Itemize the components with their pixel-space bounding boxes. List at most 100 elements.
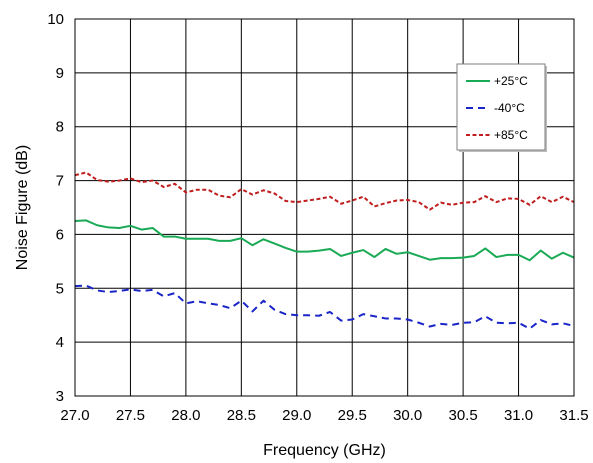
- data-point: [174, 292, 176, 294]
- y-tick-label: 9: [56, 65, 64, 82]
- plot-area-frame: [74, 18, 575, 397]
- series-2: [74, 171, 575, 211]
- data-point: [185, 191, 187, 193]
- data-point: [340, 320, 342, 322]
- data-point: [207, 302, 209, 304]
- data-point: [296, 201, 298, 203]
- data-point: [185, 238, 187, 240]
- data-point: [251, 244, 253, 246]
- data-point: [96, 289, 98, 291]
- data-point: [196, 189, 198, 191]
- data-point: [229, 196, 231, 198]
- data-point: [218, 304, 220, 306]
- data-point: [429, 259, 431, 261]
- data-point: [185, 302, 187, 304]
- data-point: [107, 181, 109, 183]
- data-point: [484, 247, 486, 249]
- data-point: [163, 236, 165, 238]
- data-point: [373, 256, 375, 258]
- data-point: [318, 198, 320, 200]
- data-point: [285, 200, 287, 202]
- data-point: [506, 197, 508, 199]
- data-point: [540, 195, 542, 197]
- data-point: [196, 238, 198, 240]
- data-point: [506, 254, 508, 256]
- data-point: [329, 196, 331, 198]
- series-1: [74, 284, 575, 330]
- data-point: [451, 204, 453, 206]
- data-point: [263, 300, 265, 302]
- x-tick-label: 27.0: [60, 407, 89, 424]
- data-point: [540, 250, 542, 252]
- data-point: [263, 238, 265, 240]
- data-point: [396, 317, 398, 319]
- x-tick-label: 27.5: [116, 407, 145, 424]
- data-point: [451, 324, 453, 326]
- data-point: [229, 240, 231, 242]
- y-tick-label: 3: [56, 388, 64, 405]
- data-point: [263, 189, 265, 191]
- data-point: [407, 251, 409, 253]
- data-point: [174, 236, 176, 238]
- data-point: [229, 307, 231, 309]
- data-point: [484, 195, 486, 197]
- data-point: [462, 322, 464, 324]
- data-point: [429, 209, 431, 211]
- data-point: [163, 186, 165, 188]
- data-point: [384, 202, 386, 204]
- series-lines: [74, 171, 575, 330]
- data-point: [540, 319, 542, 321]
- data-point: [351, 252, 353, 254]
- legend: +25°C -40°C +85°C: [456, 63, 547, 152]
- data-point: [129, 177, 131, 179]
- data-point: [551, 323, 553, 325]
- data-point: [562, 252, 564, 254]
- series-0: [74, 219, 575, 262]
- data-point: [85, 171, 87, 173]
- x-tick-label: 29.0: [282, 407, 311, 424]
- x-tick-label: 28.5: [227, 407, 256, 424]
- data-point: [473, 321, 475, 323]
- data-point: [251, 310, 253, 312]
- data-point: [518, 198, 520, 200]
- data-point: [240, 188, 242, 190]
- data-point: [473, 201, 475, 203]
- data-point: [141, 290, 143, 292]
- x-axis-title: Frequency (GHz): [263, 442, 386, 459]
- data-point: [274, 192, 276, 194]
- x-tick-label: 30.5: [449, 407, 478, 424]
- data-point: [362, 249, 364, 251]
- y-tick-label: 6: [56, 226, 64, 243]
- data-point: [484, 315, 486, 317]
- data-point: [196, 300, 198, 302]
- data-point: [152, 289, 154, 291]
- x-tick-label: 28.0: [171, 407, 200, 424]
- data-point: [96, 179, 98, 181]
- data-point: [152, 227, 154, 229]
- data-point: [296, 314, 298, 316]
- data-point: [473, 255, 475, 257]
- data-point: [107, 291, 109, 293]
- data-point: [562, 322, 564, 324]
- data-point: [129, 288, 131, 290]
- data-point: [296, 251, 298, 253]
- data-point: [85, 285, 87, 287]
- y-tick-label: 4: [56, 334, 64, 351]
- data-point: [440, 257, 442, 259]
- data-point: [318, 315, 320, 317]
- x-tick-label: 29.5: [338, 407, 367, 424]
- tick-labels: 27.0 27.5 28.0 28.5 29.0 29.5 30.0 30.5 31.0 31.5…: [47, 11, 588, 424]
- data-point: [218, 195, 220, 197]
- data-point: [384, 317, 386, 319]
- data-point: [307, 314, 309, 316]
- data-point: [318, 250, 320, 252]
- data-point: [307, 199, 309, 201]
- data-point: [285, 247, 287, 249]
- data-point: [340, 203, 342, 205]
- data-point: [495, 322, 497, 324]
- data-point: [174, 183, 176, 185]
- x-tick-label: 31.0: [504, 407, 533, 424]
- data-point: [396, 253, 398, 255]
- data-point: [551, 258, 553, 260]
